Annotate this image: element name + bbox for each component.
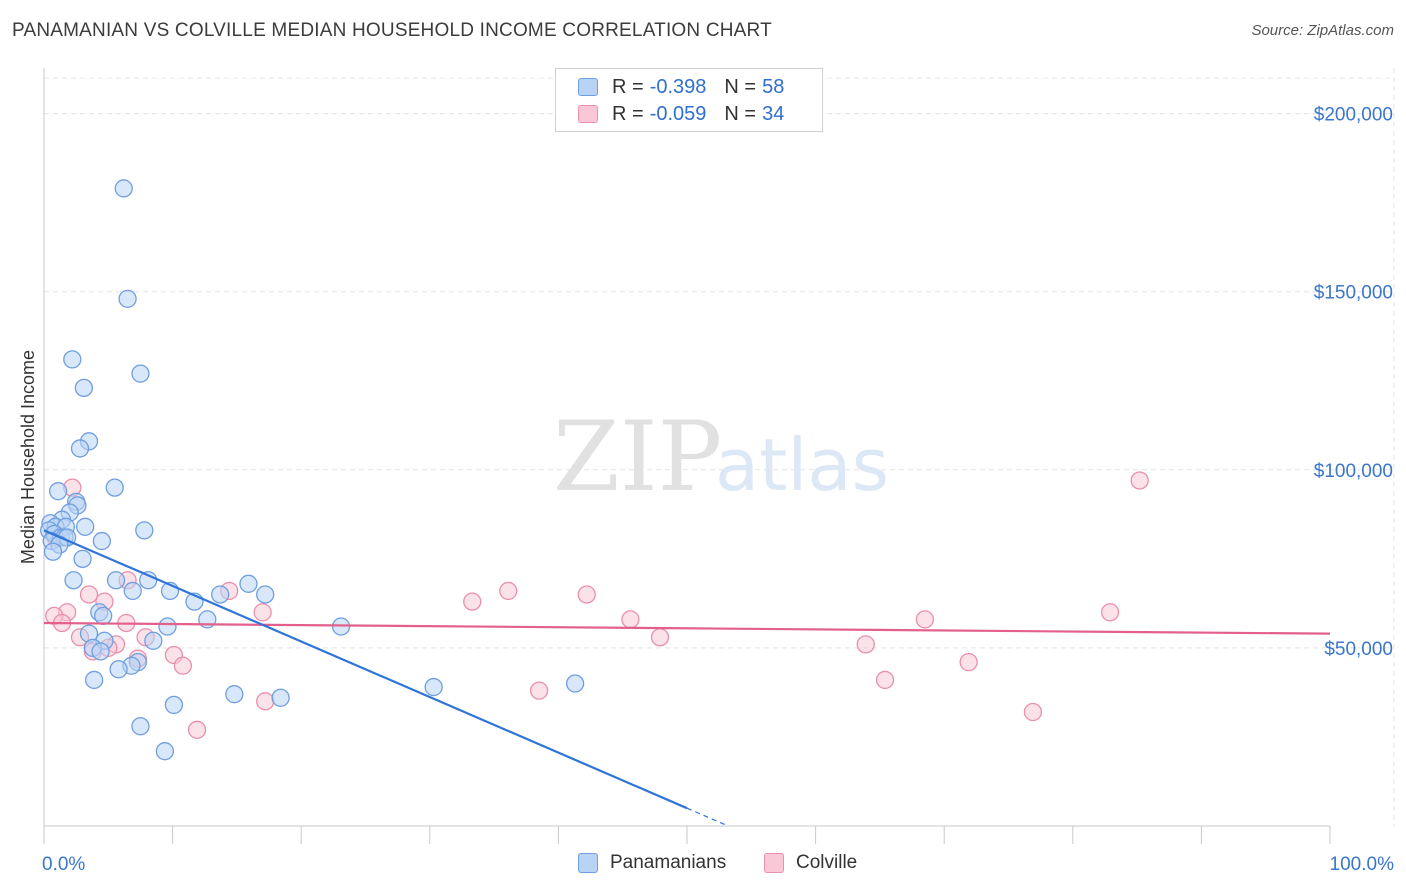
legend-label: Panamanians bbox=[610, 852, 727, 873]
panamanians-point bbox=[73, 549, 92, 569]
colville-point bbox=[529, 681, 549, 700]
panamanians-point bbox=[155, 742, 175, 761]
colville-trend-line bbox=[43, 621, 1331, 635]
panamanians-point bbox=[48, 482, 68, 501]
y-tick-label: $50,000 bbox=[1324, 639, 1393, 660]
colville-point bbox=[915, 610, 935, 629]
panamanians-point bbox=[64, 571, 83, 590]
y-axis-label: Median Household Income bbox=[18, 350, 38, 564]
y-tick-label: $200,000 bbox=[1314, 105, 1393, 126]
chart-title: PANAMANIAN VS COLVILLE MEDIAN HOUSEHOLD … bbox=[12, 20, 772, 41]
r-label: R = bbox=[612, 102, 644, 125]
watermark-zip: ZIP bbox=[553, 401, 722, 513]
r-value: -0.059 bbox=[649, 102, 707, 125]
panamanians-point bbox=[76, 517, 95, 536]
correlation-legend: R = -0.398 N = 58 R = -0.059 N = 34 bbox=[555, 68, 823, 132]
panamanians-points bbox=[39, 179, 585, 761]
panamanians-point bbox=[109, 660, 128, 679]
panamanians-point bbox=[118, 289, 137, 308]
swatch-blue bbox=[578, 853, 598, 873]
panamanians-point bbox=[70, 439, 90, 458]
colville-point bbox=[499, 581, 518, 601]
axes bbox=[43, 68, 1331, 844]
colville-point bbox=[187, 720, 207, 739]
n-value: 34 bbox=[762, 102, 785, 125]
panamanians-point bbox=[144, 631, 163, 650]
panamanians-point bbox=[239, 574, 258, 593]
swatch-pink bbox=[764, 853, 784, 873]
colville-point bbox=[1100, 603, 1120, 622]
colville-point bbox=[577, 585, 596, 604]
panamanians-point bbox=[123, 581, 142, 601]
colville-point bbox=[875, 670, 895, 690]
panamanians-point bbox=[131, 364, 150, 383]
panamanians-point bbox=[164, 695, 184, 715]
colville-point bbox=[650, 628, 670, 647]
n-value: 58 bbox=[762, 75, 785, 98]
panamanians-point bbox=[63, 350, 82, 369]
x-tick-label: 100.0% bbox=[1330, 854, 1395, 875]
n-label: N = bbox=[724, 102, 757, 125]
watermark: ZIP atlas bbox=[553, 401, 889, 513]
panamanians-point bbox=[92, 531, 112, 551]
panamanians-point bbox=[131, 717, 150, 736]
r-value: -0.398 bbox=[649, 75, 707, 98]
panamanians-point bbox=[74, 378, 94, 398]
panamanians-point bbox=[85, 670, 104, 690]
swatch-blue bbox=[578, 78, 598, 96]
colville-point bbox=[1130, 471, 1149, 490]
panamanians-point bbox=[225, 685, 244, 704]
panamanians-point bbox=[565, 674, 585, 693]
panamanians-point bbox=[158, 617, 177, 636]
colville-point bbox=[79, 585, 99, 604]
colville-point bbox=[621, 610, 640, 629]
y-tick-label: $100,000 bbox=[1314, 461, 1393, 482]
panamanians-trend-line bbox=[43, 529, 688, 810]
legend-row-panamanians: R = -0.398 N = 58 bbox=[578, 75, 784, 99]
legend-label: Colville bbox=[796, 852, 858, 873]
grid bbox=[44, 68, 1395, 826]
panamanians-point bbox=[256, 585, 275, 604]
r-label: R = bbox=[612, 75, 644, 98]
colville-point bbox=[856, 635, 875, 654]
x-tick-labels: 0.0% 100.0% bbox=[42, 854, 1394, 875]
swatch-pink bbox=[578, 105, 598, 123]
source-label: Source: ZipAtlas.com bbox=[1251, 22, 1394, 39]
panamanians-point bbox=[105, 478, 124, 497]
n-label: N = bbox=[724, 75, 757, 98]
panamanians-point bbox=[94, 606, 113, 625]
colville-point bbox=[253, 603, 272, 622]
panamanians-point bbox=[135, 521, 154, 540]
series-legend: Panamanians Colville bbox=[0, 852, 1406, 876]
y-tick-label: $150,000 bbox=[1314, 283, 1393, 304]
trend-lines bbox=[43, 529, 1331, 826]
panamanians-point bbox=[424, 677, 443, 697]
panamanians-point bbox=[106, 571, 126, 590]
legend-item-panamanians: Panamanians bbox=[578, 852, 726, 874]
panamanians-point bbox=[91, 642, 110, 661]
colville-point bbox=[173, 656, 193, 675]
panamanians-point bbox=[114, 179, 133, 198]
panamanians-point bbox=[271, 688, 290, 707]
legend-row-colville: R = -0.059 N = 34 bbox=[578, 102, 784, 126]
y-tick-labels: $50,000 $100,000 $150,000 $200,000 bbox=[1314, 105, 1393, 660]
panamanians-point bbox=[43, 542, 63, 561]
colville-point bbox=[463, 592, 482, 611]
colville-point bbox=[256, 692, 275, 711]
colville-point bbox=[1023, 702, 1043, 722]
legend-item-colville: Colville bbox=[764, 852, 857, 874]
panamanians-point bbox=[211, 585, 230, 604]
watermark-atlas: atlas bbox=[715, 423, 889, 507]
panamanians-trend-extension bbox=[686, 807, 726, 826]
x-tick-label: 0.0% bbox=[42, 854, 85, 875]
colville-point bbox=[959, 653, 978, 672]
